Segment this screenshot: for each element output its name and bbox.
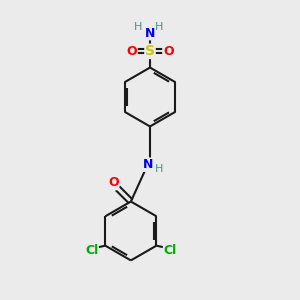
Text: H: H xyxy=(155,22,164,32)
Text: O: O xyxy=(126,45,137,58)
Text: Cl: Cl xyxy=(164,244,177,257)
Text: H: H xyxy=(155,164,164,174)
Text: N: N xyxy=(143,158,154,171)
Text: H: H xyxy=(134,22,142,32)
Text: N: N xyxy=(145,27,155,40)
Text: Cl: Cl xyxy=(85,244,98,257)
Text: O: O xyxy=(163,45,174,58)
Text: S: S xyxy=(145,44,155,58)
Text: O: O xyxy=(108,176,119,190)
